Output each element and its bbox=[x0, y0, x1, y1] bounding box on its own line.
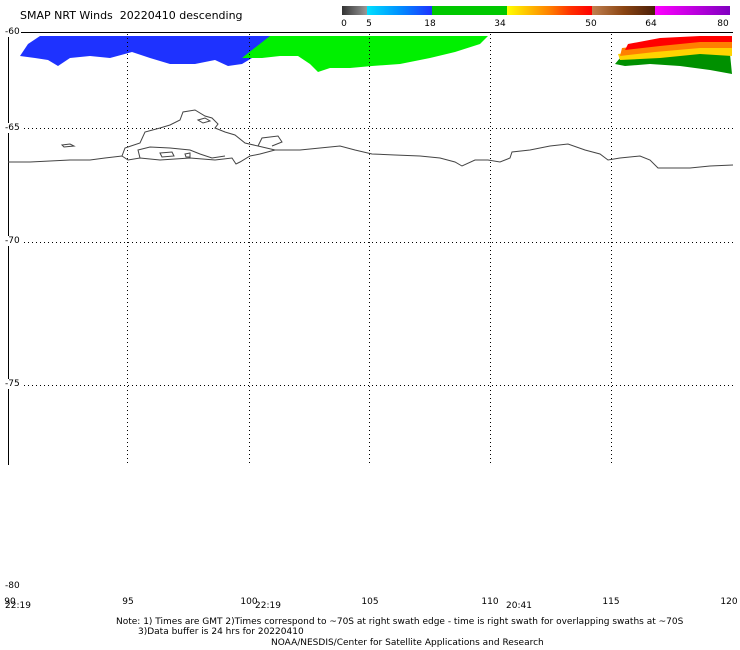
scale-label-18: 18 bbox=[424, 19, 436, 29]
map-title: SMAP NRT Winds 20220410 descending bbox=[20, 9, 243, 22]
lon-label-95: 95 bbox=[122, 597, 134, 607]
scale-label-80: 80 bbox=[717, 19, 729, 29]
lon-label-110: 110 bbox=[481, 597, 499, 607]
swath-time-3: 20:41 bbox=[506, 601, 532, 611]
swath-time-1: 22:19 bbox=[5, 601, 31, 611]
lat-label-75: -75 bbox=[4, 379, 21, 389]
scale-segment-gray bbox=[342, 6, 367, 15]
swath-blue bbox=[20, 36, 305, 66]
lat-label-80: -80 bbox=[4, 581, 21, 591]
lat-label-70: -70 bbox=[4, 236, 21, 246]
swath-right-orange bbox=[620, 40, 732, 56]
graticule bbox=[8, 34, 733, 465]
scale-label-0: 0 bbox=[341, 19, 347, 29]
lon-label-115: 115 bbox=[602, 597, 620, 607]
scale-label-34: 34 bbox=[494, 19, 506, 29]
wind-speed-color-scale bbox=[342, 6, 730, 15]
lat-label-65: -65 bbox=[4, 123, 21, 133]
scale-segment-magenta-purple bbox=[655, 6, 730, 15]
scale-segment-cyan-blue bbox=[367, 6, 432, 15]
swath-right-yellow bbox=[618, 46, 732, 60]
scale-segment-brown bbox=[592, 6, 655, 15]
swath-right-red bbox=[625, 36, 732, 50]
scale-segment-yellow-orange-red bbox=[507, 6, 592, 15]
footer-note-line1: Note: 1) Times are GMT 2)Times correspon… bbox=[116, 617, 684, 627]
lon-label-120: 120 bbox=[720, 597, 738, 607]
coastline bbox=[8, 109, 734, 169]
swath-time-2: 22:19 bbox=[255, 601, 281, 611]
lon-label-105: 105 bbox=[361, 597, 379, 607]
swath-green bbox=[242, 36, 488, 72]
scale-label-64: 64 bbox=[645, 19, 657, 29]
lon-label-100: 100 bbox=[240, 597, 258, 607]
lat-label-60: -60 bbox=[4, 27, 21, 37]
scale-segment-green bbox=[432, 6, 507, 15]
footer-credit: NOAA/NESDIS/Center for Satellite Applica… bbox=[271, 638, 544, 648]
lon-label-90: 90 bbox=[4, 597, 16, 607]
scale-label-5: 5 bbox=[366, 19, 372, 29]
scale-label-50: 50 bbox=[585, 19, 597, 29]
footer-note-line2: 3)Data buffer is 24 hrs for 20220410 bbox=[138, 627, 304, 637]
